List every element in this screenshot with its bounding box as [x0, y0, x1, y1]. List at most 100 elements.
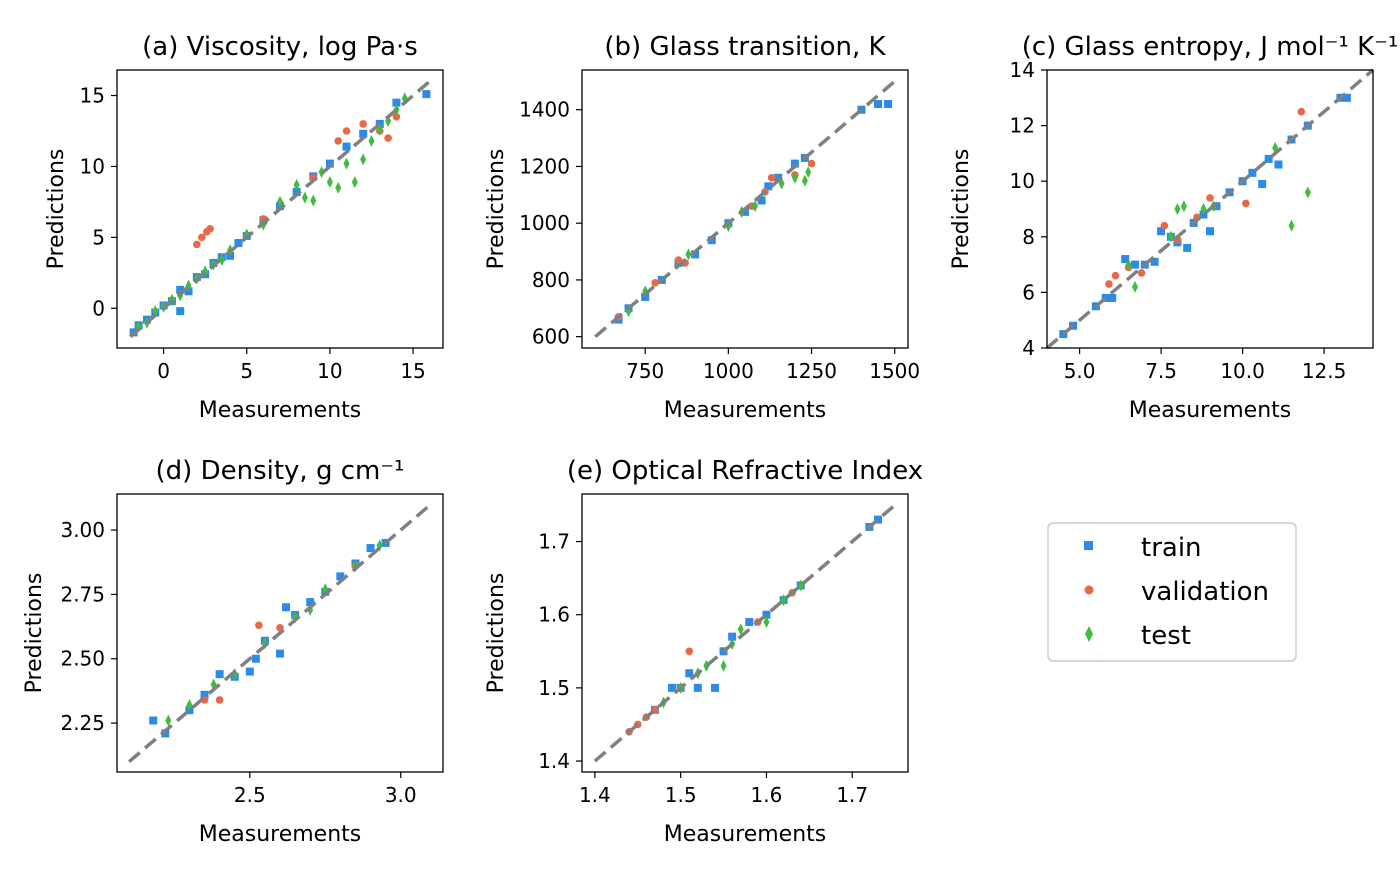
point-validation	[216, 696, 224, 704]
x-tick-label: 1.6	[751, 783, 783, 807]
x-tick-label: 5	[240, 359, 253, 383]
point-validation	[1138, 269, 1146, 277]
y-tick-label: 5	[92, 225, 105, 249]
point-train	[252, 655, 260, 663]
plot-area	[130, 90, 431, 336]
y-tick-label: 10	[1010, 169, 1035, 193]
y-tick-label: 6	[1022, 280, 1035, 304]
point-validation	[1242, 200, 1250, 208]
y-tick-label: 4	[1022, 336, 1035, 360]
y-axis-label: Predictions	[949, 149, 974, 270]
point-test	[721, 660, 727, 672]
y-tick-label: 1400	[519, 98, 570, 122]
point-validation	[198, 234, 206, 242]
panel-a: (a) Viscosity, log Pa·s 0 5 10 15 0 5 10 15 Measu…	[44, 32, 443, 423]
point-validation	[768, 174, 776, 182]
x-tick-label: 1250	[786, 359, 837, 383]
point-train	[1258, 180, 1266, 188]
point-test	[1132, 281, 1138, 293]
x-tick-label: 15	[400, 359, 425, 383]
y-tick-label: 0	[92, 296, 105, 320]
point-test	[302, 192, 308, 204]
y-axis-label: Predictions	[484, 573, 509, 694]
point-validation	[1297, 108, 1305, 116]
point-train	[149, 717, 157, 725]
point-test	[335, 182, 341, 194]
x-tick-label: 0	[157, 359, 170, 383]
point-test	[805, 166, 811, 178]
x-tick-label: 1000	[703, 359, 754, 383]
y-tick-label: 1200	[519, 154, 570, 178]
x-tick-label: 1.7	[836, 783, 868, 807]
point-test	[752, 200, 758, 212]
point-test	[310, 194, 316, 206]
point-train	[422, 90, 430, 98]
panel-title: (c) Glass entropy, J mol⁻¹ K⁻¹	[1022, 32, 1399, 62]
point-validation	[1206, 194, 1214, 202]
point-validation	[193, 241, 201, 249]
point-validation	[384, 134, 392, 142]
y-tick-label: 600	[532, 325, 570, 349]
point-validation	[651, 279, 659, 287]
point-test	[1181, 200, 1187, 212]
point-test	[327, 176, 333, 188]
x-tick-label: 10.0	[1220, 359, 1265, 383]
point-test	[1305, 186, 1311, 198]
y-tick-label: 3.00	[60, 518, 105, 542]
point-validation	[343, 127, 351, 135]
point-validation	[206, 225, 214, 233]
point-train	[1183, 244, 1191, 252]
panel-title: (d) Density, g cm⁻¹	[156, 456, 405, 486]
x-tick-label: 5.0	[1064, 359, 1096, 383]
point-test	[1289, 220, 1295, 232]
point-test	[781, 594, 787, 606]
point-validation	[1161, 222, 1169, 230]
y-axis-label: Predictions	[22, 573, 47, 694]
point-train	[276, 650, 284, 658]
panel-title: (a) Viscosity, log Pa·s	[142, 32, 418, 62]
point-validation	[255, 621, 263, 629]
y-tick-label: 14	[1010, 58, 1035, 82]
x-axis-label: Measurements	[199, 822, 362, 847]
x-tick-label: 12.5	[1302, 359, 1347, 383]
y-tick-label: 15	[80, 84, 105, 108]
point-train	[282, 603, 290, 611]
y-tick-label: 10	[80, 154, 105, 178]
legend-label-train: train	[1141, 533, 1202, 563]
legend-label-test: test	[1141, 621, 1191, 651]
y-tick-label: 2.75	[60, 582, 105, 606]
legend-marker-validation	[1085, 586, 1094, 595]
y-tick-label: 1.5	[538, 676, 570, 700]
point-validation	[334, 137, 342, 145]
panel-c: (c) Glass entropy, J mol⁻¹ K⁻¹5.0 7.5 10.0…	[949, 32, 1398, 423]
point-train	[694, 684, 702, 692]
point-train	[343, 143, 351, 151]
y-tick-label: 800	[532, 268, 570, 292]
point-train	[216, 670, 224, 678]
y-tick-label: 12	[1010, 114, 1035, 138]
point-test	[685, 248, 691, 260]
panel-d: (d) Density, g cm⁻¹ 2.5 3.0 2.25 2.50 2.75 3.0…	[22, 456, 443, 847]
point-train	[874, 100, 882, 108]
panels: (a) Viscosity, log Pa·s 0 5 10 15 0 5 10 15 Measu…	[22, 32, 1398, 847]
x-tick-label: 750	[626, 359, 664, 383]
point-train	[711, 684, 719, 692]
identity-line	[595, 81, 894, 336]
point-validation	[1105, 280, 1113, 288]
point-train	[367, 544, 375, 552]
x-axis-label: Measurements	[664, 398, 827, 423]
point-test	[798, 579, 804, 591]
x-axis-label: Measurements	[664, 822, 827, 847]
x-tick-label: 3.0	[385, 783, 417, 807]
point-test	[360, 153, 366, 165]
point-validation	[808, 160, 816, 168]
identity-line	[1047, 70, 1373, 348]
panel-b: (b) Glass transition, K 750 1000 1250 1500 60…	[484, 32, 920, 423]
x-axis-label: Measurements	[1129, 398, 1292, 423]
point-test	[1168, 231, 1174, 243]
x-tick-label: 1.4	[579, 783, 611, 807]
panel-title: (e) Optical Refractive Index	[567, 456, 923, 486]
y-tick-label: 2.25	[60, 711, 105, 735]
legend: train validation test	[1048, 523, 1296, 661]
x-axis-label: Measurements	[199, 398, 362, 423]
